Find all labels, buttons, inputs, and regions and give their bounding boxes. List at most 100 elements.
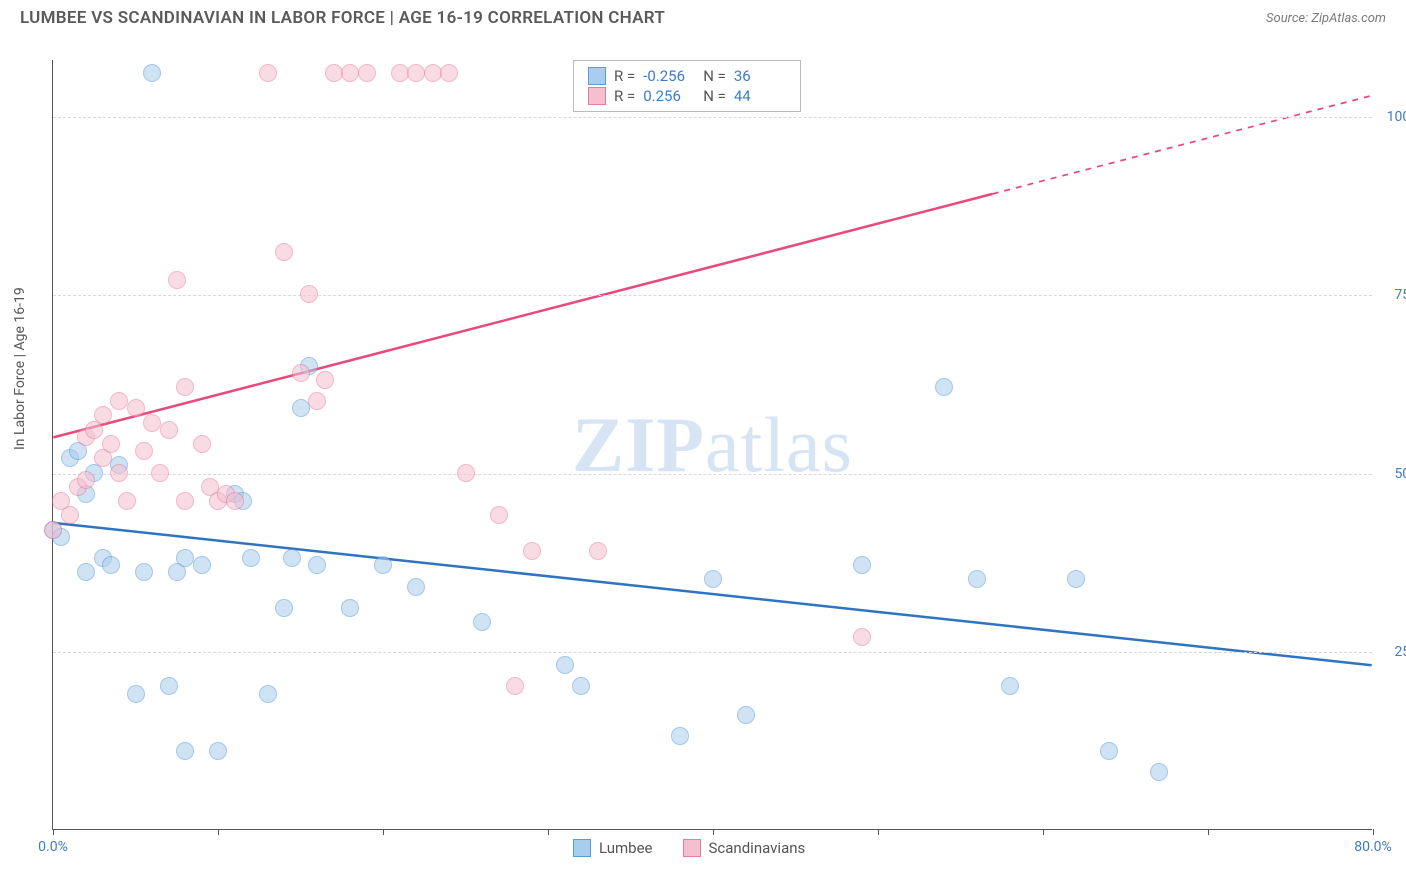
y-tick-label: 75.0% <box>1394 287 1406 303</box>
data-point <box>572 677 590 695</box>
data-point <box>94 406 112 424</box>
data-point <box>135 442 153 460</box>
trend-line-solid <box>53 194 992 438</box>
y-tick-label: 50.0% <box>1394 466 1406 482</box>
data-point <box>407 578 425 596</box>
data-point <box>102 556 120 574</box>
trend-lines <box>53 60 1372 829</box>
data-point <box>853 628 871 646</box>
data-point <box>283 549 301 567</box>
data-point <box>127 399 145 417</box>
data-point <box>176 549 194 567</box>
data-point <box>325 64 343 82</box>
stat-r-value: -0.256 <box>643 67 695 85</box>
gridline <box>53 117 1372 118</box>
data-point <box>127 685 145 703</box>
legend-swatch <box>588 67 606 85</box>
data-point <box>341 64 359 82</box>
data-point <box>118 492 136 510</box>
data-point <box>226 492 244 510</box>
stats-row: R = -0.256 N = 36 <box>588 66 786 86</box>
data-point <box>1150 763 1168 781</box>
x-tick <box>1373 829 1374 835</box>
y-axis-label: In Labor Force | Age 16-19 <box>12 287 28 450</box>
data-point <box>242 549 260 567</box>
data-point <box>275 243 293 261</box>
chart-header: LUMBEE VS SCANDINAVIAN IN LABOR FORCE | … <box>0 0 1406 32</box>
data-point <box>556 656 574 674</box>
data-point <box>1067 570 1085 588</box>
data-point <box>308 392 326 410</box>
data-point <box>358 64 376 82</box>
x-tick-label: 80.0% <box>1354 839 1392 855</box>
gridline <box>53 295 1372 296</box>
data-point <box>193 556 211 574</box>
data-point <box>292 364 310 382</box>
stat-n-value: 44 <box>734 87 786 105</box>
data-point <box>407 64 425 82</box>
data-point <box>853 556 871 574</box>
data-point <box>968 570 986 588</box>
data-point <box>506 677 524 695</box>
data-point <box>151 464 169 482</box>
stat-r-label: R = <box>614 67 635 85</box>
legend-item: Lumbee <box>573 839 653 857</box>
data-point <box>1100 742 1118 760</box>
chart-title: LUMBEE VS SCANDINAVIAN IN LABOR FORCE | … <box>20 8 665 28</box>
data-point <box>275 599 293 617</box>
data-point <box>61 506 79 524</box>
trend-line-solid <box>53 523 1371 665</box>
data-point <box>490 506 508 524</box>
x-tick <box>878 829 879 835</box>
data-point <box>77 563 95 581</box>
data-point <box>176 492 194 510</box>
data-point <box>143 64 161 82</box>
stat-r-value: 0.256 <box>643 87 695 105</box>
stats-row: R =0.256N =44 <box>588 86 786 106</box>
x-tick <box>1208 829 1209 835</box>
x-tick <box>383 829 384 835</box>
gridline <box>53 652 1372 653</box>
data-point <box>671 727 689 745</box>
data-point <box>704 570 722 588</box>
data-point <box>473 613 491 631</box>
legend-swatch <box>683 839 701 857</box>
data-point <box>77 471 95 489</box>
y-tick-label: 100.0% <box>1387 109 1406 125</box>
data-point <box>374 556 392 574</box>
data-point <box>935 378 953 396</box>
data-point <box>316 371 334 389</box>
data-point <box>308 556 326 574</box>
x-tick <box>713 829 714 835</box>
data-point <box>160 677 178 695</box>
stats-legend: R = -0.256 N = 36R =0.256N =44 <box>573 60 801 112</box>
data-point <box>292 399 310 417</box>
data-point <box>168 271 186 289</box>
stat-n-value: 36 <box>734 67 786 85</box>
x-tick-label: 0.0% <box>38 839 68 855</box>
legend-swatch <box>588 87 606 105</box>
data-point <box>176 742 194 760</box>
x-tick <box>218 829 219 835</box>
data-point <box>424 64 442 82</box>
data-point <box>440 64 458 82</box>
legend-label: Lumbee <box>599 839 653 857</box>
data-point <box>737 706 755 724</box>
data-point <box>176 378 194 396</box>
data-point <box>44 521 62 539</box>
data-point <box>259 685 277 703</box>
gridline <box>53 474 1372 475</box>
data-point <box>209 742 227 760</box>
data-point <box>110 392 128 410</box>
bottom-legend: LumbeeScandinavians <box>573 839 805 857</box>
stat-n-label: N = <box>703 67 726 85</box>
data-point <box>589 542 607 560</box>
data-point <box>523 542 541 560</box>
data-point <box>300 285 318 303</box>
y-tick-label: 25.0% <box>1394 644 1406 660</box>
data-point <box>259 64 277 82</box>
legend-swatch <box>573 839 591 857</box>
watermark: ZIPatlas <box>572 400 853 490</box>
data-point <box>341 599 359 617</box>
data-point <box>135 563 153 581</box>
